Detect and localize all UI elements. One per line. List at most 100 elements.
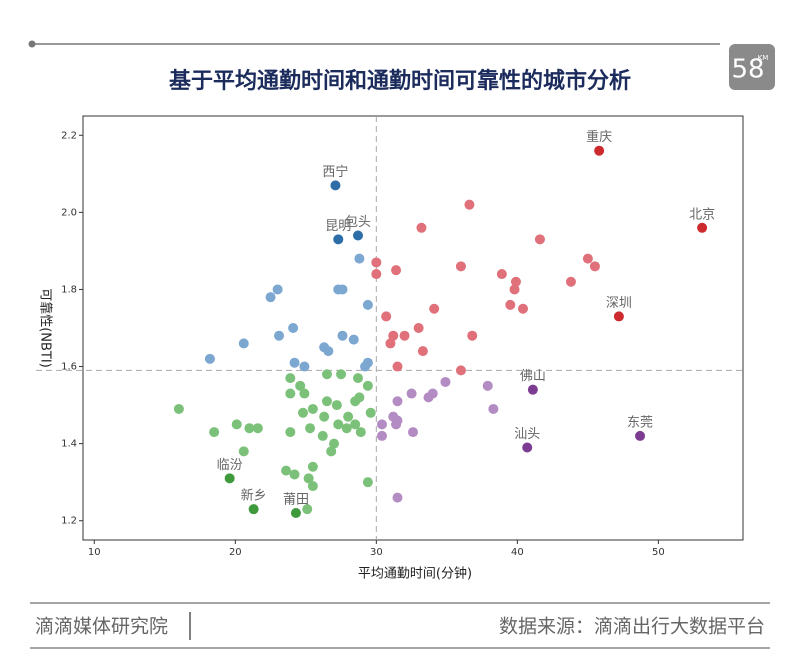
point	[299, 361, 310, 372]
point	[482, 380, 493, 391]
point	[244, 423, 255, 434]
point	[613, 311, 624, 322]
x-tick-label: 30	[370, 547, 383, 558]
point	[289, 357, 300, 368]
point	[362, 477, 373, 488]
point	[333, 234, 344, 245]
point	[231, 419, 242, 430]
point-label: 汕头	[514, 427, 540, 442]
point	[173, 403, 184, 414]
point-label: 昆明	[325, 219, 351, 234]
point-label: 重庆	[586, 129, 612, 145]
point	[391, 419, 402, 430]
x-tick-label: 40	[511, 547, 524, 558]
point-label: 北京	[689, 207, 715, 222]
footer-left: 滴滴媒体研究院	[35, 616, 168, 638]
y-tick-label: 1.2	[61, 516, 77, 527]
point	[392, 396, 403, 407]
point	[274, 330, 285, 341]
point	[329, 438, 340, 449]
rule-dot	[28, 40, 36, 48]
point	[209, 427, 220, 438]
point	[635, 430, 646, 441]
point	[509, 284, 520, 295]
point	[381, 311, 392, 322]
point	[371, 257, 382, 268]
y-tick-label: 1.6	[61, 362, 77, 373]
point-label: 包头	[345, 215, 371, 230]
point	[392, 361, 403, 372]
x-axis-label: 平均通勤时间(分钟)	[358, 566, 472, 582]
point	[376, 419, 387, 430]
point	[594, 145, 605, 156]
point	[360, 361, 371, 372]
point	[299, 388, 310, 399]
point	[399, 330, 410, 341]
point	[518, 303, 528, 314]
point	[265, 292, 276, 303]
point	[510, 276, 521, 287]
point-label: 佛山	[520, 369, 546, 384]
point	[307, 461, 318, 472]
chart-title: 基于平均通勤时间和通勤时间可靠性的城市分析	[169, 68, 631, 94]
point	[330, 180, 341, 191]
point	[371, 269, 382, 280]
point	[354, 253, 365, 264]
point	[416, 222, 427, 233]
point	[252, 423, 263, 434]
point	[289, 469, 300, 480]
point	[355, 427, 366, 438]
point	[295, 380, 306, 391]
point	[302, 504, 313, 515]
point	[248, 504, 259, 515]
point	[348, 334, 359, 345]
point	[281, 465, 292, 476]
point	[290, 508, 301, 519]
point	[285, 373, 296, 384]
point-label: 西宁	[322, 164, 348, 180]
point	[385, 338, 396, 349]
point-label: 临汾	[217, 458, 243, 473]
plot-frame	[82, 115, 744, 541]
point	[565, 276, 576, 287]
point	[288, 323, 299, 333]
point	[353, 230, 363, 241]
point-label: 东莞	[627, 415, 653, 430]
point	[413, 323, 424, 333]
point	[321, 396, 332, 407]
point	[350, 419, 361, 430]
point	[298, 407, 308, 418]
point	[362, 299, 373, 310]
point	[333, 419, 344, 430]
point	[455, 365, 466, 376]
point	[408, 427, 418, 438]
point	[455, 261, 466, 272]
point	[376, 430, 387, 441]
point	[238, 338, 249, 349]
point	[388, 330, 399, 341]
y-tick-label: 2.0	[61, 207, 77, 218]
point	[303, 473, 314, 484]
point	[496, 269, 507, 280]
x-tick-label: 20	[229, 547, 242, 558]
point	[343, 411, 354, 422]
point	[285, 388, 296, 399]
point	[307, 481, 318, 492]
point	[285, 427, 296, 438]
point	[582, 253, 593, 264]
point	[337, 284, 348, 295]
y-tick-label: 1.8	[61, 284, 77, 295]
point	[464, 199, 475, 210]
point	[341, 423, 352, 434]
point	[505, 299, 516, 310]
point	[331, 400, 342, 411]
point	[305, 423, 316, 434]
point	[272, 284, 283, 295]
point	[317, 430, 328, 441]
point	[326, 446, 337, 457]
point-label: 新乡	[241, 488, 267, 504]
point	[589, 261, 600, 272]
point	[353, 373, 363, 384]
logo: 58	[731, 55, 764, 85]
